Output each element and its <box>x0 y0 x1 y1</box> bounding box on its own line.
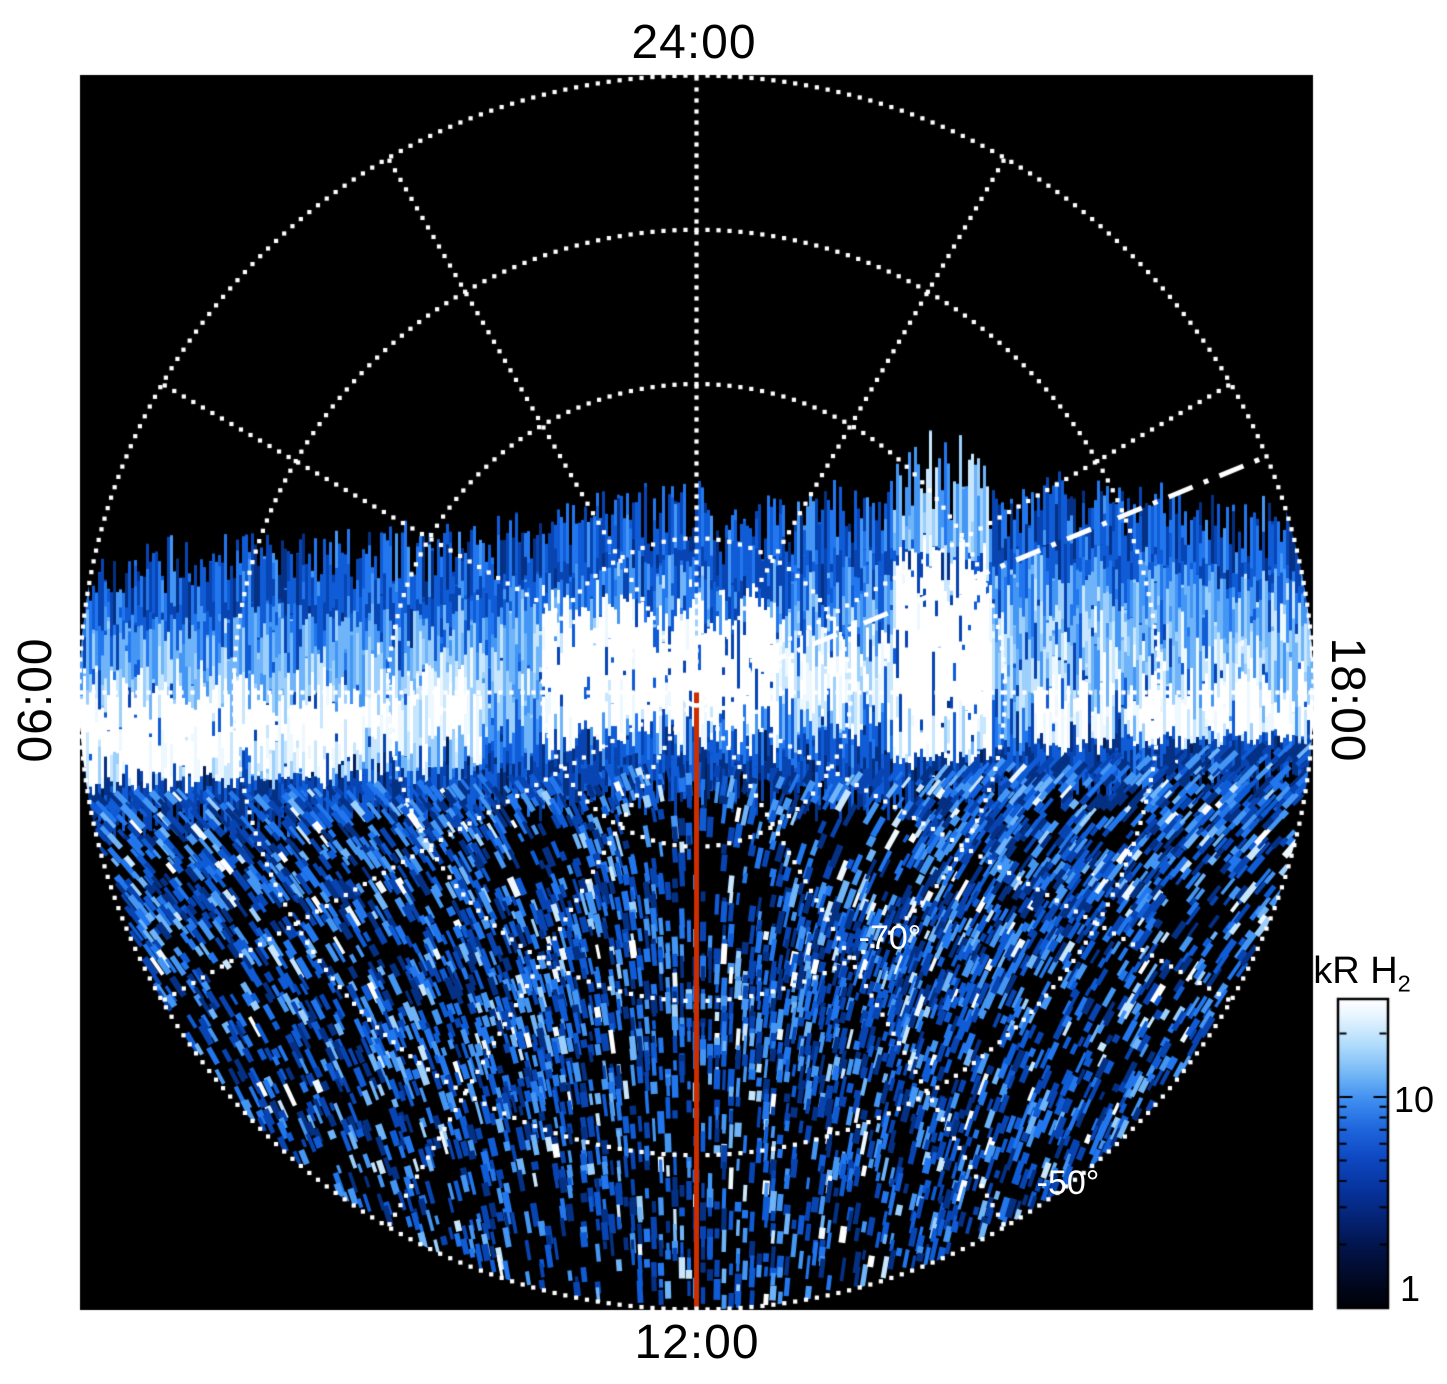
colorbar-title-sub: 2 <box>1397 970 1411 997</box>
colorbar-tick-label-1: 1 <box>1399 1268 1421 1309</box>
local-time-label-bottom: 12:00 <box>634 1316 760 1369</box>
local-time-label-right: 18:00 <box>1321 637 1374 763</box>
local-time-label-left: 06:00 <box>9 637 62 763</box>
latitude-label-50: -50° <box>1036 1164 1100 1202</box>
local-time-label-top: 24:00 <box>631 16 757 69</box>
colorbar-title: kR H2 <box>1313 952 1411 996</box>
latitude-label-70: -70° <box>858 919 922 957</box>
colorbar-tick-label-10: 10 <box>1393 1079 1435 1120</box>
colorbar-title-main: kR H <box>1313 949 1398 992</box>
